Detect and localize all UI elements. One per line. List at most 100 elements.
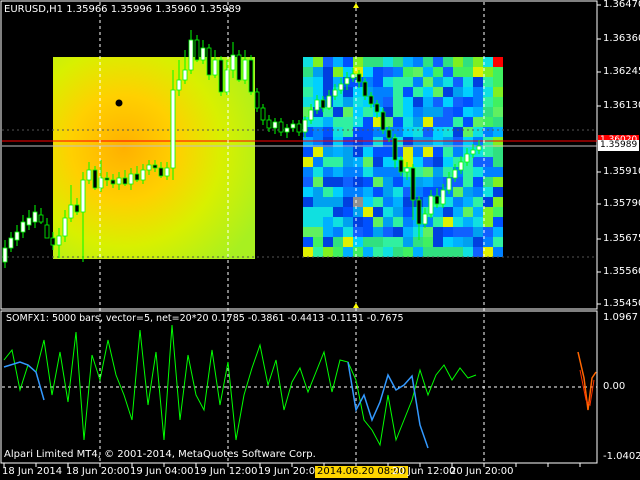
som-cell: [333, 157, 343, 167]
candle-body: [326, 95, 332, 109]
candle-body: [248, 59, 254, 93]
som-cell: [393, 217, 403, 227]
som-cell: [493, 137, 503, 147]
som-cell: [483, 207, 493, 217]
som-cell: [363, 237, 373, 247]
candle-body: [194, 39, 200, 61]
som-cell: [333, 207, 343, 217]
som-cell: [413, 177, 423, 187]
som-cell: [393, 147, 403, 157]
som-cell: [453, 117, 463, 127]
som-cell: [403, 87, 413, 97]
som-cell: [463, 227, 473, 237]
som-cell: [433, 157, 443, 167]
som-cell: [413, 237, 423, 247]
som-cell: [483, 87, 493, 97]
som-cell: [353, 97, 363, 107]
som-cell: [313, 117, 323, 127]
som-cell: [323, 217, 333, 227]
time-axis-label: 19 Jun 20:00: [258, 466, 322, 477]
som-cell: [303, 187, 313, 197]
som-cell: [383, 117, 393, 127]
som-cell: [473, 197, 483, 207]
som-cell: [423, 117, 433, 127]
som-cell: [303, 127, 313, 137]
som-cell: [413, 187, 423, 197]
som-cell: [373, 217, 383, 227]
som-cell: [473, 127, 483, 137]
price-axis-label: 1.36130: [603, 100, 640, 111]
som-cell: [483, 247, 493, 257]
som-cell: [303, 137, 313, 147]
som-cell: [373, 137, 383, 147]
som-cell: [493, 147, 503, 157]
som-cell: [403, 147, 413, 157]
som-cell: [383, 187, 393, 197]
som-cell: [313, 227, 323, 237]
som-cell: [333, 227, 343, 237]
som-cell: [413, 117, 423, 127]
som-cell: [373, 117, 383, 127]
som-cell: [343, 127, 353, 137]
indicator-line-orange: [579, 369, 595, 407]
som-cell: [343, 237, 353, 247]
som-cell: [363, 57, 373, 67]
som-cell: [323, 197, 333, 207]
candle-body: [92, 169, 98, 189]
som-cell: [323, 147, 333, 157]
som-cell: [463, 117, 473, 127]
som-cell: [383, 227, 393, 237]
som-cell: [403, 137, 413, 147]
som-cell: [313, 137, 323, 147]
som-cell: [403, 197, 413, 207]
som-cell: [323, 127, 333, 137]
som-cell: [363, 77, 373, 87]
som-cell: [313, 107, 323, 117]
som-cell: [333, 117, 343, 127]
som-cell: [473, 137, 483, 147]
som-cell: [493, 57, 503, 67]
candle-body: [164, 167, 170, 177]
som-cell: [453, 97, 463, 107]
som-cell: [433, 227, 443, 237]
som-cell: [403, 57, 413, 67]
som-cell: [453, 87, 463, 97]
som-cell: [493, 67, 503, 77]
som-cell: [363, 157, 373, 167]
som-cell: [313, 127, 323, 137]
som-cell: [493, 197, 503, 207]
som-cell: [443, 197, 453, 207]
time-axis-label: 20 Jun 12:00: [392, 466, 456, 477]
som-cell: [493, 87, 503, 97]
som-cell: [473, 237, 483, 247]
som-cell: [483, 67, 493, 77]
som-cell: [373, 157, 383, 167]
som-cell: [363, 217, 373, 227]
som-cell: [333, 97, 343, 107]
candle-body: [314, 99, 320, 111]
som-cell: [423, 97, 433, 107]
som-cell: [473, 177, 483, 187]
candle-body: [86, 169, 92, 181]
som-cell: [453, 237, 463, 247]
som-cell: [323, 167, 333, 177]
candle-body: [50, 237, 56, 246]
som-cell: [443, 207, 453, 217]
som-cell: [463, 57, 473, 67]
som-cell: [453, 247, 463, 257]
price-axis-label: 1.36360: [603, 33, 640, 44]
som-cell: [493, 237, 503, 247]
candle-body: [434, 195, 440, 205]
som-cell: [393, 167, 403, 177]
candle-body: [206, 47, 212, 76]
som-cell: [473, 117, 483, 127]
candle-body: [278, 121, 284, 133]
som-cell: [373, 127, 383, 137]
indicator-axis-label: 1.0967: [603, 312, 638, 323]
som-cell: [393, 97, 403, 107]
som-cell: [433, 187, 443, 197]
som-cell: [493, 97, 503, 107]
som-cell: [463, 177, 473, 187]
som-cell: [363, 247, 373, 257]
